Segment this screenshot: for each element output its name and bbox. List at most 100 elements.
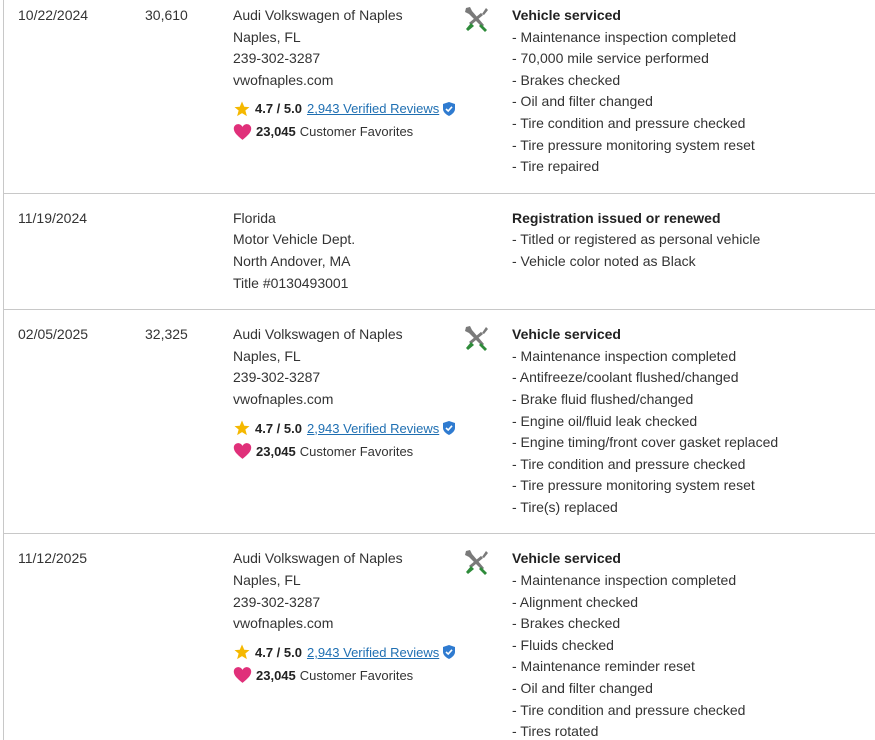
star-icon — [234, 644, 250, 660]
date: 02/05/2025 — [18, 326, 89, 343]
star-icon — [234, 420, 250, 436]
comments-cell: Vehicle serviced - Maintenance inspection… — [512, 548, 875, 740]
comment-item: - Maintenance inspection completed — [512, 347, 737, 364]
comment-item: - Maintenance reminder reset — [512, 658, 695, 675]
rating-score: 4.7 / 5.0 — [255, 420, 302, 436]
source-line: Audi Volkswagen of Naples — [233, 326, 403, 343]
source-line: Audi Volkswagen of Naples — [233, 7, 403, 23]
date-cell: 11/19/2024 — [4, 208, 145, 294]
rating-score: 4.7 / 5.0 — [255, 101, 302, 117]
source-line: Title #0130493001 — [233, 274, 349, 291]
service-icon — [465, 326, 488, 352]
history-table: 10/22/2024 30,610 Audi Volkswagen of Naple… — [3, 0, 875, 740]
source-cell: Audi Volkswagen of Naples Naples, FL 239-3… — [233, 5, 462, 178]
verified-icon — [443, 101, 456, 116]
comment-item: - Tire condition and pressure checked — [512, 114, 746, 131]
comments-cell: Vehicle serviced - Maintenance inspection… — [512, 5, 875, 178]
source-line: Naples, FL — [233, 28, 301, 45]
comment-item: - Tire pressure monitoring system reset — [512, 136, 755, 153]
comment-item: - Antifreeze/coolant flushed/changed — [512, 369, 739, 386]
comment-item: - Maintenance inspection completed — [512, 572, 737, 589]
comment-item: - Oil and filter changed — [512, 680, 653, 697]
comment-title: Registration issued or renewed — [512, 209, 721, 226]
rating: 4.7 / 5.0 2,943 Verified Reviews — [233, 97, 462, 120]
comment-item: - Engine timing/front cover gasket repla… — [512, 434, 779, 451]
icon-cell — [462, 5, 512, 178]
comment-item: - Tire condition and pressure checked — [512, 701, 746, 718]
comment-item: - Tire repaired — [512, 158, 600, 175]
source-line: Naples, FL — [233, 347, 301, 364]
comment-item: - Brakes checked — [512, 71, 621, 88]
heart-icon — [233, 667, 252, 684]
comment-item: - Engine oil/fluid leak checked — [512, 412, 698, 429]
reviews-link[interactable]: 2,943 Verified Reviews — [306, 420, 440, 436]
source-line: 239-302-3287 — [233, 593, 321, 610]
comment-item: - Fluids checked — [512, 636, 614, 653]
source-line: North Andover, MA — [233, 252, 351, 269]
source-line: Audi Volkswagen of Naples — [233, 550, 403, 567]
comment-item: - Tire(s) replaced — [512, 498, 618, 515]
comment-item: - Titled or registered as personal vehic… — [512, 231, 761, 248]
comment-item: - Vehicle color noted as Black — [512, 252, 696, 269]
favorites-label: Customer Favorites — [299, 667, 414, 683]
history-row: 11/12/2025 Audi Volkswagen of Naples Naple… — [4, 534, 875, 740]
favorites-label: Customer Favorites — [299, 443, 414, 459]
source-line: Motor Vehicle Dept. — [233, 231, 356, 248]
icon-cell — [462, 548, 512, 740]
comment-item: - Brake fluid flushed/changed — [512, 390, 694, 407]
source-line: Naples, FL — [233, 572, 301, 589]
source-cell: Audi Volkswagen of Naples Naples, FL 239-3… — [233, 324, 462, 518]
icon-cell — [462, 208, 512, 294]
comment-title: Vehicle serviced — [512, 326, 621, 343]
comment-item: - Tire condition and pressure checked — [512, 455, 746, 472]
reviews-link[interactable]: 2,943 Verified Reviews — [306, 101, 440, 117]
favorites-count: 23,045 — [256, 443, 296, 459]
source-line: vwofnaples.com — [233, 615, 334, 632]
history-row: 10/22/2024 30,610 Audi Volkswagen of Naple… — [4, 0, 875, 194]
source-line: 239-302-3287 — [233, 50, 321, 67]
favorites: 23,045 Customer Favorites — [233, 440, 462, 463]
comment-item: - Tires rotated — [512, 723, 599, 740]
heart-icon — [233, 443, 252, 459]
source-cell: Audi Volkswagen of Naples Naples, FL 239-3… — [233, 548, 462, 740]
history-row: 11/19/2024 Florida Motor Vehicle Dept. Nort… — [4, 194, 875, 311]
date: 11/12/2025 — [18, 550, 88, 567]
date-cell: 10/22/2024 — [4, 5, 145, 178]
comments-cell: Registration issued or renewed - Titled o… — [512, 208, 875, 294]
source-line: vwofnaples.com — [233, 71, 334, 88]
verified-icon — [443, 645, 456, 660]
source-cell: Florida Motor Vehicle Dept. North Andover,… — [233, 208, 462, 294]
reviews-link[interactable]: 2,943 Verified Reviews — [306, 644, 440, 660]
service-icon — [465, 550, 488, 576]
rating: 4.7 / 5.0 2,943 Verified Reviews — [233, 417, 462, 440]
comment-title: Vehicle serviced — [512, 550, 621, 567]
source-line: Florida — [233, 209, 276, 226]
comment-item: - Oil and filter changed — [512, 93, 653, 110]
date-cell: 02/05/2025 — [4, 324, 145, 518]
favorites: 23,045 Customer Favorites — [233, 664, 462, 687]
comments-cell: Vehicle serviced - Maintenance inspection… — [512, 324, 875, 518]
rating-score: 4.7 / 5.0 — [255, 644, 302, 660]
mileage-cell: 30,610 — [145, 5, 233, 178]
favorites: 23,045 Customer Favorites — [233, 120, 462, 143]
comment-item: - 70,000 mile service performed — [512, 50, 709, 67]
favorites-count: 23,045 — [256, 124, 296, 140]
rating: 4.7 / 5.0 2,943 Verified Reviews — [233, 641, 462, 664]
mileage-cell — [145, 208, 233, 294]
mileage: 30,610 — [145, 7, 188, 23]
source-line: vwofnaples.com — [233, 390, 334, 407]
comment-item: - Tire pressure monitoring system reset — [512, 477, 755, 494]
service-icon — [465, 7, 488, 32]
mileage: 32,325 — [145, 326, 188, 343]
favorites-count: 23,045 — [256, 667, 296, 683]
history-row: 02/05/2025 32,325 Audi Volkswagen of Naple… — [4, 310, 875, 535]
mileage-cell: 32,325 — [145, 324, 233, 518]
comment-item: - Alignment checked — [512, 593, 639, 610]
comment-item: - Brakes checked — [512, 615, 621, 632]
heart-icon — [233, 123, 252, 140]
favorites-label: Customer Favorites — [299, 124, 414, 140]
star-icon — [234, 101, 250, 116]
icon-cell — [462, 324, 512, 518]
date: 10/22/2024 — [18, 7, 89, 23]
source-line: 239-302-3287 — [233, 369, 321, 386]
